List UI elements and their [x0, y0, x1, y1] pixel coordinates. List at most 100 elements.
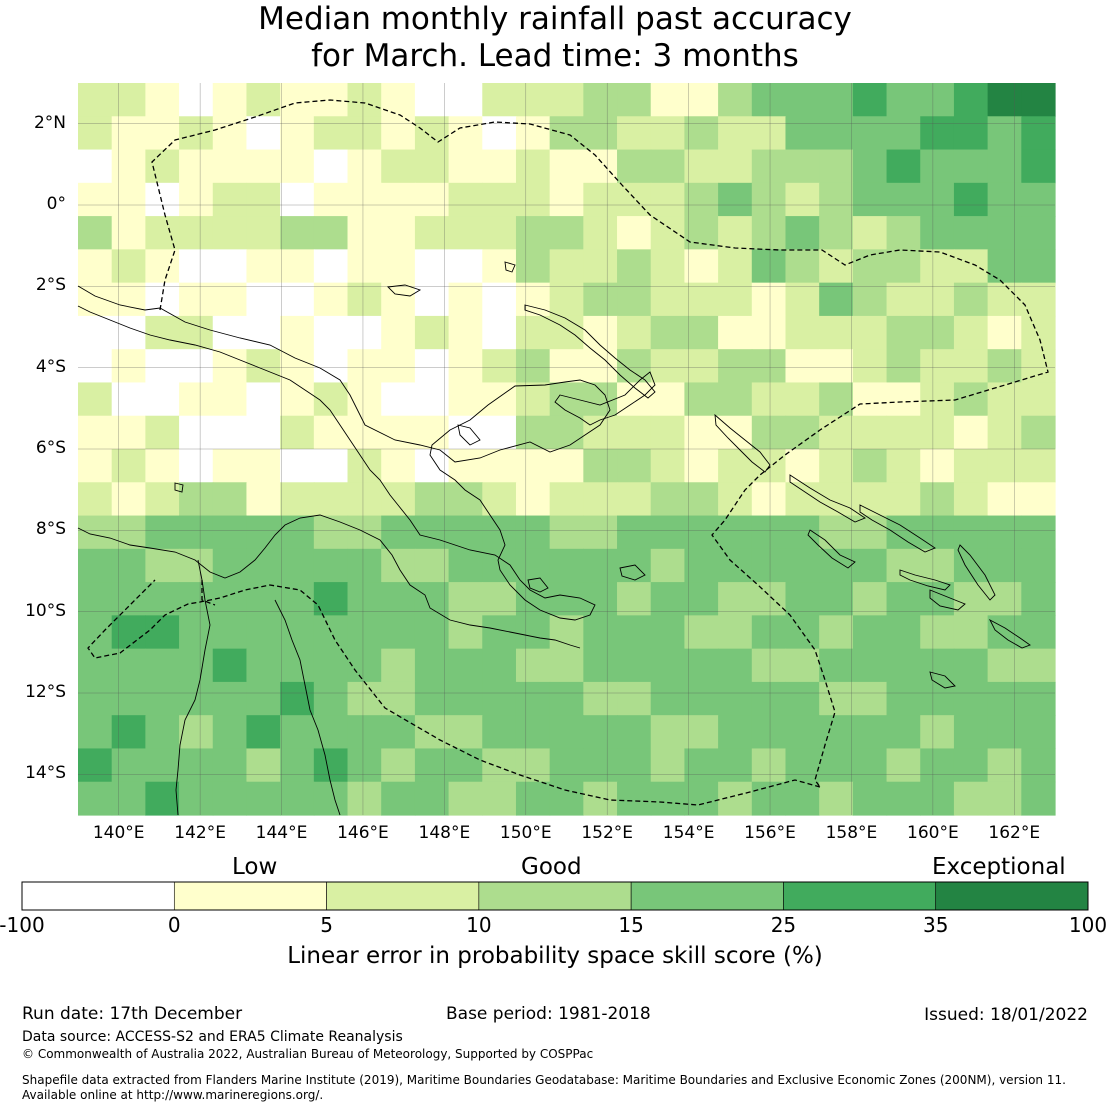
- skill-cell: [852, 249, 888, 284]
- skill-cell: [414, 349, 450, 384]
- skill-cell: [987, 315, 1022, 350]
- solomon-islands-coastline-2: [859, 504, 936, 553]
- skill-cell: [414, 315, 450, 350]
- skill-cell: [1021, 149, 1056, 184]
- skill-cell: [987, 548, 1022, 583]
- skill-cell: [381, 648, 416, 683]
- skill-cell: [145, 548, 180, 583]
- skill-cell: [1021, 415, 1056, 450]
- skill-cell: [785, 482, 820, 517]
- skill-cell: [246, 748, 281, 783]
- skill-cell: [920, 449, 955, 483]
- skill-cell: [920, 615, 955, 650]
- skill-cell: [78, 216, 113, 250]
- skill-cell: [617, 116, 652, 151]
- skill-cell: [212, 216, 248, 250]
- skill-cell: [347, 83, 382, 117]
- skill-cell: [313, 216, 349, 250]
- skill-cell: [212, 182, 248, 217]
- skill-cell: [414, 449, 450, 483]
- skill-cell: [953, 216, 989, 250]
- skill-cell: [246, 182, 281, 217]
- skill-cell: [515, 548, 551, 583]
- skill-cell: [448, 315, 483, 350]
- skill-cell: [852, 648, 888, 683]
- skill-cell: [448, 449, 483, 483]
- skill-cell: [111, 681, 146, 716]
- skill-cell: [111, 615, 146, 650]
- skill-cell: [414, 715, 450, 750]
- skill-cell: [650, 182, 686, 217]
- skill-cell: [1021, 582, 1056, 616]
- island-2: [504, 261, 516, 273]
- skill-cell: [179, 715, 214, 750]
- skill-cell: [381, 349, 416, 384]
- new-britain-coastline: [554, 371, 656, 426]
- skill-cell: [448, 648, 483, 683]
- skill-cell: [111, 582, 146, 616]
- skill-cell: [920, 748, 955, 783]
- skill-cell: [381, 382, 416, 417]
- skill-cell: [212, 116, 248, 151]
- skill-cell: [347, 349, 382, 384]
- skill-cell: [179, 515, 214, 550]
- skill-cell: [886, 781, 921, 816]
- skill-cell: [179, 548, 214, 583]
- skill-cell: [347, 548, 382, 583]
- skill-cell: [1021, 515, 1056, 550]
- skill-cell: [987, 149, 1022, 184]
- skill-cell: [886, 415, 921, 450]
- skill-cell: [246, 116, 281, 151]
- skill-cell: [785, 449, 820, 483]
- skill-cell: [280, 715, 315, 750]
- skill-cell: [381, 482, 416, 517]
- skill-cell: [886, 116, 921, 151]
- skill-cell: [751, 648, 787, 683]
- skill-cell: [280, 548, 315, 583]
- skill-cell: [953, 548, 989, 583]
- skill-cell: [448, 149, 483, 184]
- skill-cell: [751, 149, 787, 184]
- island-5: [457, 424, 481, 446]
- skill-cell: [381, 548, 416, 583]
- skill-cell: [78, 349, 113, 384]
- skill-cell: [718, 748, 753, 783]
- skill-cell: [145, 116, 180, 151]
- skill-cell: [718, 681, 753, 716]
- skill-cell: [785, 515, 820, 550]
- skill-cell: [381, 449, 416, 483]
- skill-cell: [617, 648, 652, 683]
- skill-cell: [751, 116, 787, 151]
- legend-word-low: Low: [232, 854, 278, 880]
- skill-cell: [381, 582, 416, 616]
- skill-cell: [751, 349, 787, 384]
- skill-cell: [246, 582, 281, 616]
- skill-cell: [617, 382, 652, 417]
- graticule: [78, 83, 1055, 815]
- skill-cell: [212, 282, 248, 317]
- skill-cell: [684, 216, 719, 250]
- skill-cell: [886, 349, 921, 384]
- skill-cell: [751, 748, 787, 783]
- skill-cell: [751, 282, 787, 317]
- skill-cell: [280, 315, 315, 350]
- skill-cell: [549, 781, 584, 816]
- skill-cell: [78, 748, 113, 783]
- skill-cell: [212, 449, 248, 483]
- skill-cell: [886, 382, 921, 417]
- skill-cell: [718, 315, 753, 350]
- skill-cell: [684, 715, 719, 750]
- skill-cell: [583, 681, 618, 716]
- legend-word-exceptional: Exceptional: [932, 854, 1066, 880]
- skill-cell: [414, 83, 450, 117]
- skill-cell: [819, 83, 854, 117]
- skill-cell: [246, 382, 281, 417]
- skill-cell: [414, 781, 450, 816]
- skill-cell: [953, 249, 989, 284]
- skill-cell: [313, 748, 349, 783]
- skill-cell: [785, 715, 820, 750]
- skill-cell: [920, 582, 955, 616]
- png-eez-boundary: [151, 99, 1049, 788]
- skill-cell: [1021, 715, 1056, 750]
- skill-cell: [718, 648, 753, 683]
